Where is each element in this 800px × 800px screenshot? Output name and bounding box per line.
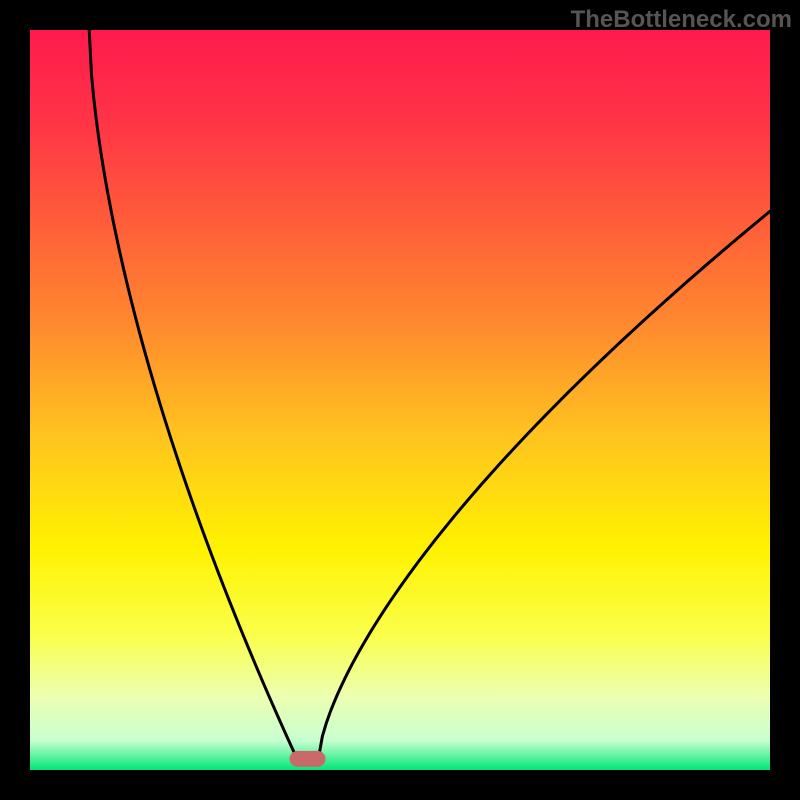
bottleneck-chart (0, 0, 800, 800)
watermark-text: TheBottleneck.com (571, 6, 792, 34)
plot-background (30, 30, 770, 770)
optimal-marker (290, 751, 326, 767)
